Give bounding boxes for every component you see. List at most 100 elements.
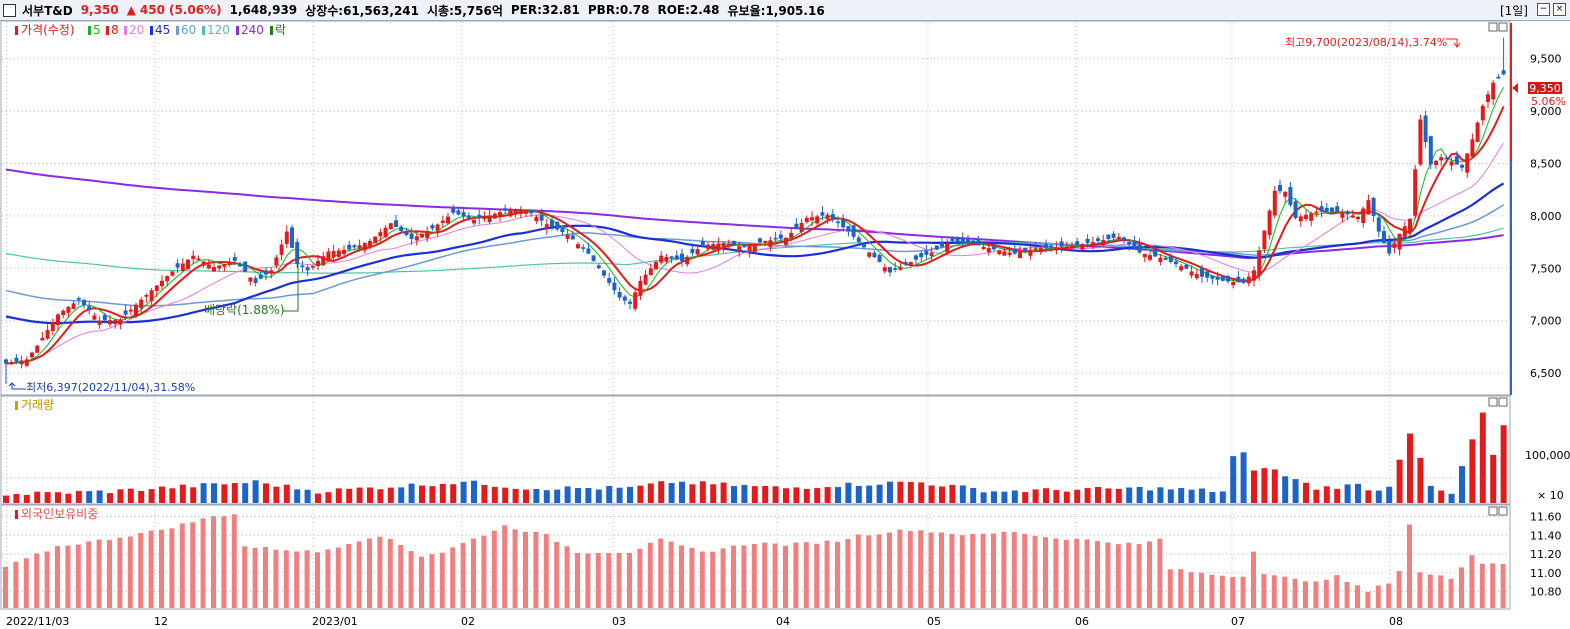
candle-body: [1330, 207, 1334, 212]
foreign-bar: [242, 546, 248, 608]
foreign-bar: [75, 544, 81, 608]
volume-bar: [679, 481, 685, 503]
candle-body: [706, 244, 710, 249]
candle-body: [1454, 156, 1459, 165]
volume-bar: [1095, 486, 1101, 503]
candle-body: [784, 237, 788, 245]
volume-bar: [803, 488, 810, 503]
foreign-bar: [1292, 578, 1298, 608]
price-change-pct: (5.06%): [168, 3, 222, 17]
candle-body: [794, 223, 799, 228]
ma-legend-label: 60: [181, 23, 196, 37]
close-icon[interactable]: ×: [1553, 3, 1566, 16]
candle-body: [846, 226, 851, 232]
roe: ROE:2.48: [657, 3, 720, 17]
foreign-bar: [616, 553, 622, 608]
volume-bar: [86, 491, 93, 503]
foreign-bar: [1261, 574, 1267, 608]
candle-body: [1002, 251, 1007, 256]
foreign-bar: [159, 529, 164, 608]
candle-body: [206, 264, 211, 269]
pane-close-icon[interactable]: [1498, 22, 1508, 32]
volume-bar: [824, 487, 831, 503]
candle-body: [35, 345, 40, 353]
candle-body: [1475, 122, 1480, 142]
candle-body: [1142, 253, 1147, 258]
candle-body: [498, 212, 502, 216]
candle-body: [1335, 206, 1340, 212]
ma-legend-swatch: [236, 26, 239, 35]
price-legend-label: 가격(수정): [21, 23, 75, 37]
volume-bar: [710, 484, 717, 503]
volume-bar: [668, 483, 675, 503]
volume-bar: [1500, 425, 1507, 503]
stock-name[interactable]: 서부T&D: [22, 3, 73, 18]
foreign-bar: [741, 545, 747, 608]
foreign-bar: [689, 547, 695, 608]
candle-body: [76, 297, 81, 300]
pane-close-icon[interactable]: [1498, 506, 1508, 516]
candle-body: [799, 222, 804, 232]
foreign-bar: [34, 553, 40, 608]
candle-body: [1496, 76, 1501, 79]
volume-bar: [897, 481, 904, 503]
candle-body: [648, 268, 653, 276]
candle-body: [258, 274, 263, 279]
volume-bar: [1427, 485, 1434, 503]
date-tick-label: 12: [154, 615, 168, 628]
minimize-icon[interactable]: −: [1537, 3, 1550, 16]
pane-buttons[interactable]: [1488, 22, 1508, 516]
moving-average-lines: [5, 86, 1505, 365]
candle-body: [1366, 200, 1371, 215]
foreign-bar: [523, 531, 528, 608]
volume-bar: [1240, 452, 1247, 503]
candle-body: [685, 256, 690, 265]
candle-body: [940, 242, 944, 247]
volume-bar: [845, 482, 852, 503]
foreign-bar: [315, 552, 320, 608]
price-tick-label: 8,000: [1530, 210, 1562, 223]
volume-bar: [252, 480, 259, 503]
volume-bar: [1355, 483, 1361, 503]
foreign-bar: [367, 538, 372, 608]
foreign-bar: [939, 532, 944, 608]
foreign-bar: [637, 548, 643, 608]
volume-bar: [543, 490, 550, 503]
volume-bar: [855, 485, 862, 503]
volume-bar: [1271, 469, 1278, 503]
volume-bar: [1230, 456, 1237, 503]
candle-body: [518, 209, 523, 215]
foreign-bar: [949, 534, 955, 608]
candle-body: [388, 223, 393, 230]
candle-body: [118, 319, 123, 325]
foreign-bar: [627, 552, 632, 608]
period-selector[interactable]: [1일]: [1499, 4, 1528, 18]
pane-min-icon[interactable]: [1488, 22, 1498, 32]
foreign-bar: [1105, 542, 1111, 608]
foreign-bar: [1199, 572, 1204, 608]
ma-legend-label: 8: [111, 23, 119, 37]
foreign-bar: [1209, 574, 1215, 608]
candle-body: [212, 267, 216, 272]
candle-body: [222, 264, 227, 267]
pane-min-icon[interactable]: [1488, 397, 1498, 407]
candle-body: [472, 220, 476, 224]
volume-bar: [1199, 488, 1205, 503]
foreign-bar: [387, 538, 393, 608]
candle-body: [513, 210, 518, 215]
candle-body: [425, 231, 430, 239]
select-checkbox[interactable]: [3, 3, 16, 17]
candle-body: [1382, 231, 1386, 243]
volume-bar: [1188, 489, 1195, 503]
candle-body: [919, 253, 924, 258]
volume-bar: [1303, 482, 1309, 503]
candle-body: [1090, 242, 1095, 247]
pane-close-icon[interactable]: [1498, 397, 1508, 407]
candle-body: [898, 267, 903, 270]
pane-min-icon[interactable]: [1488, 506, 1498, 516]
stock-chart[interactable]: 9,500 9,000 8,500 8,000 7,500 7,000 6,500 100,0…: [0, 21, 1570, 629]
candle-body: [4, 359, 8, 364]
volume-bar: [1313, 489, 1320, 503]
date-tick-label: 04: [776, 615, 790, 628]
foreign-bar: [138, 533, 144, 608]
